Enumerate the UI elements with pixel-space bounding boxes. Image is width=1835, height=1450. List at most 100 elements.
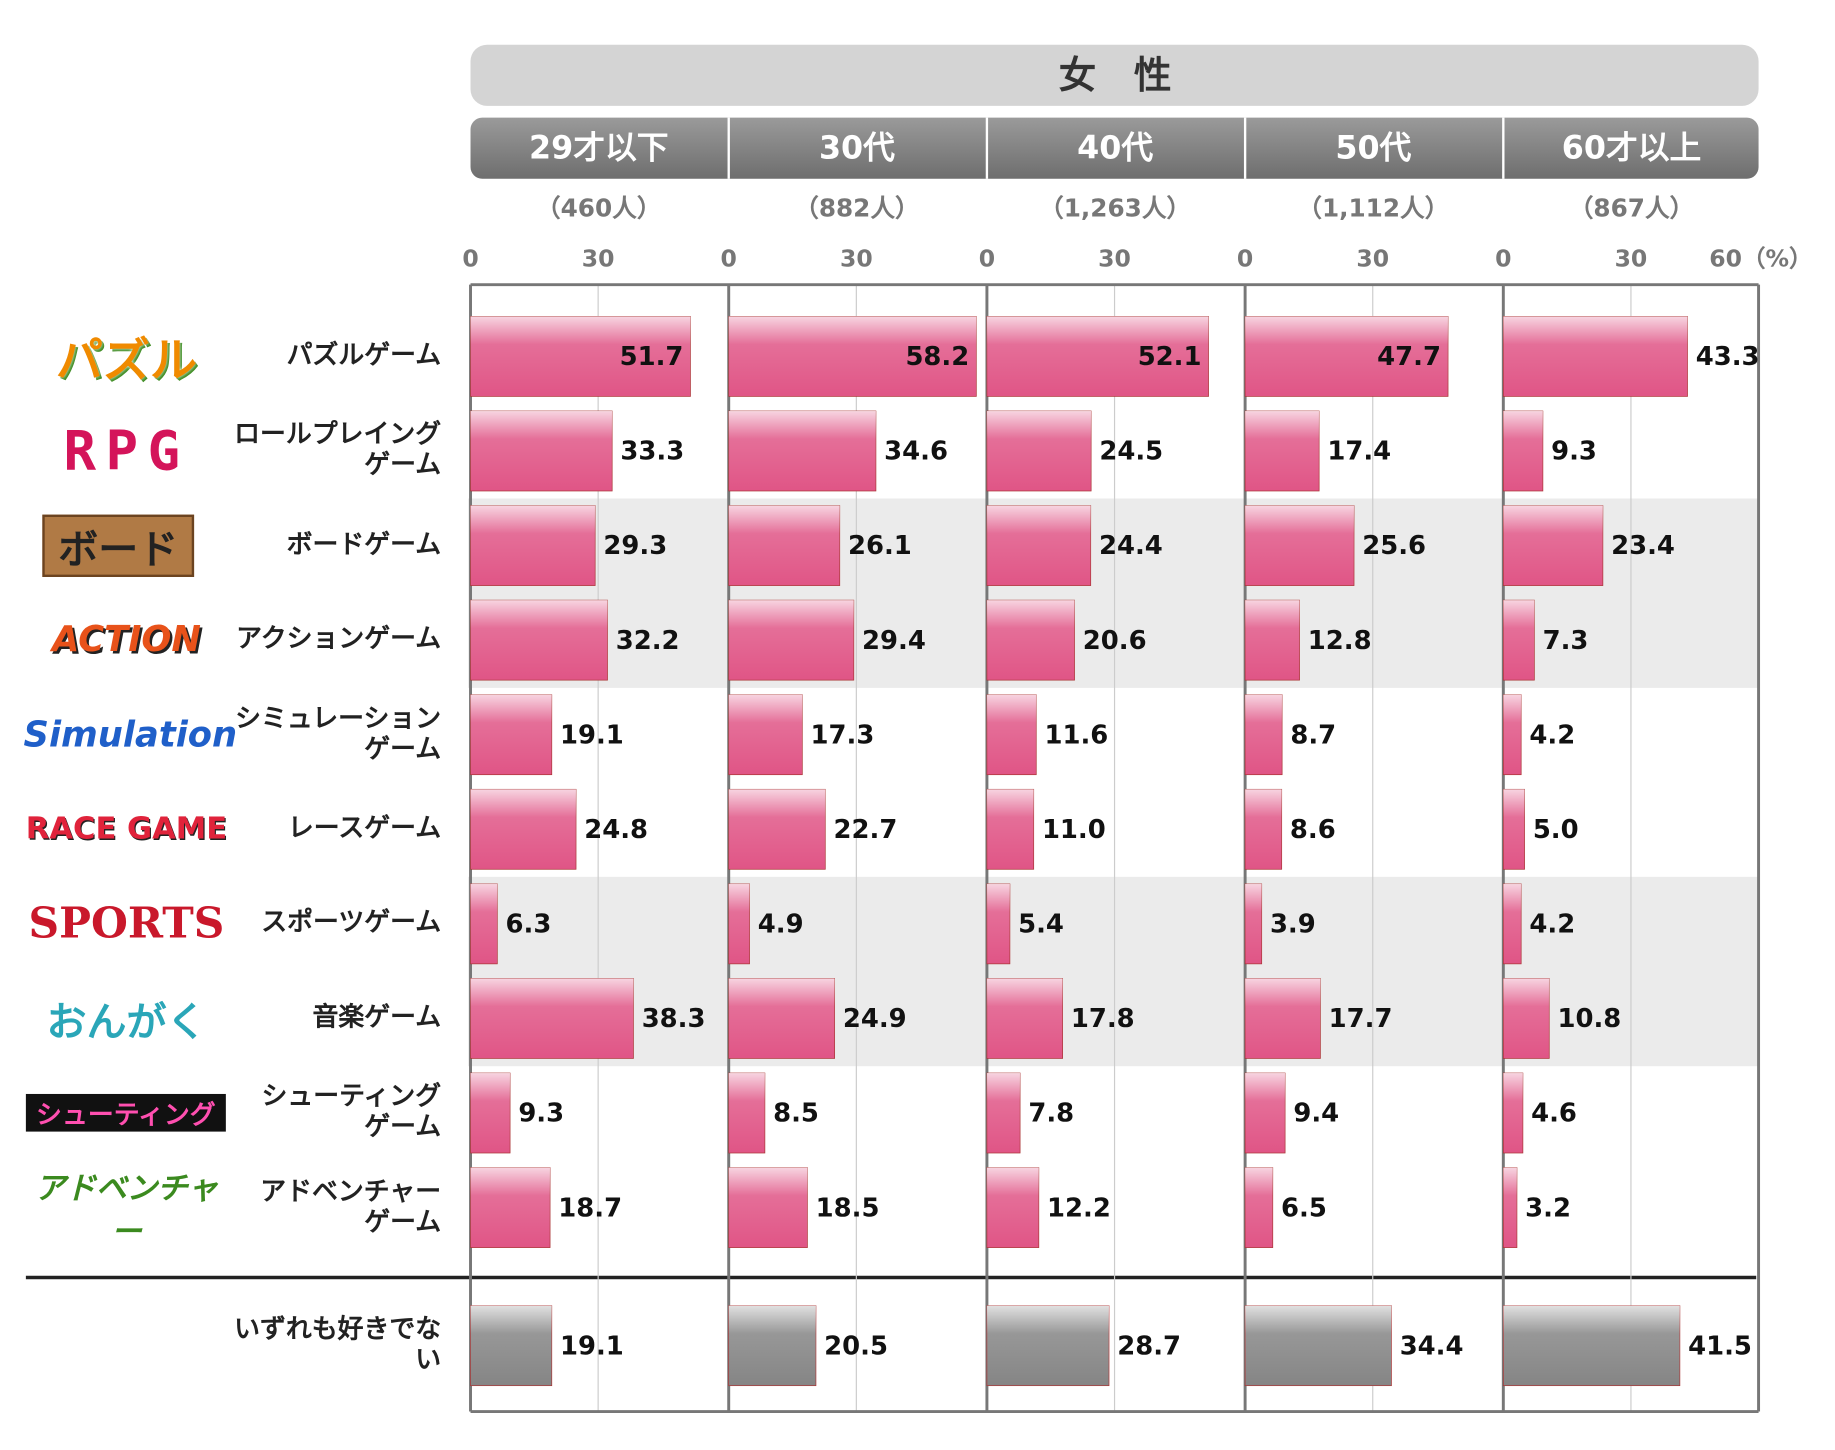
x-tick-label: 0 xyxy=(979,244,995,272)
x-tick-label: 0 xyxy=(1495,244,1511,272)
bar-shine xyxy=(1245,883,1262,964)
bar-shine xyxy=(470,316,691,397)
category-label: ロールプレイング ゲーム xyxy=(234,420,442,481)
bar-shine xyxy=(728,1305,816,1386)
x-tick-label: 0 xyxy=(462,244,478,272)
logo: RACE GAME xyxy=(25,811,228,847)
value-label: 5.4 xyxy=(1018,910,1064,940)
age-header: 60才以上 xyxy=(1562,130,1701,166)
value-label: 34.6 xyxy=(884,437,948,467)
value-label: 8.6 xyxy=(1290,815,1336,845)
value-label: 22.7 xyxy=(834,815,898,845)
value-label: 17.3 xyxy=(811,720,875,750)
value-label: 4.2 xyxy=(1529,720,1575,750)
logo: ACTION xyxy=(52,619,201,661)
value-label: 12.2 xyxy=(1047,1193,1111,1223)
value-label: 18.7 xyxy=(558,1193,622,1223)
x-tick-label: 30 xyxy=(582,244,615,272)
value-label: 7.3 xyxy=(1543,626,1589,656)
logo: SPORTS xyxy=(28,899,225,949)
bar-shine xyxy=(1503,600,1535,681)
category-label: スポーツゲーム xyxy=(261,908,442,938)
value-label: 5.0 xyxy=(1533,815,1579,845)
category-label: シミュレーション ゲーム xyxy=(235,704,442,765)
value-label: 32.2 xyxy=(616,626,680,656)
bar-shine xyxy=(470,600,608,681)
value-label: 18.5 xyxy=(816,1193,880,1223)
value-label: 25.6 xyxy=(1362,531,1426,561)
value-label: 26.1 xyxy=(848,531,912,561)
age-header: 30代 xyxy=(819,130,895,166)
bar-shine xyxy=(470,1073,511,1154)
logo: アドベンチャー xyxy=(34,1171,219,1250)
bar-shine xyxy=(1503,1073,1523,1154)
x-tick-label: 30 xyxy=(1356,244,1389,272)
bar-shine xyxy=(986,316,1209,397)
bar-shine xyxy=(1245,1073,1286,1154)
category-label: いずれも好きでない xyxy=(234,1315,442,1376)
category-label: アクションゲーム xyxy=(236,624,442,655)
bar-shine xyxy=(986,978,1063,1059)
header-bar xyxy=(470,44,1759,106)
bar-shine xyxy=(470,505,596,586)
value-label: 6.5 xyxy=(1281,1193,1327,1223)
bar-shine xyxy=(1503,883,1522,964)
subtitle: （1,112人） xyxy=(1297,193,1449,222)
value-label: 12.8 xyxy=(1308,626,1372,656)
bar-shine xyxy=(728,694,803,775)
value-label: 29.3 xyxy=(603,531,667,561)
value-label: 9.3 xyxy=(518,1099,564,1129)
value-label: 24.5 xyxy=(1099,437,1163,467)
x-tick-label: 30 xyxy=(1098,244,1131,272)
bar-shine xyxy=(1503,694,1522,775)
value-label: 24.8 xyxy=(584,815,648,845)
value-label: 7.8 xyxy=(1028,1099,1074,1129)
bar-shine xyxy=(1245,505,1355,586)
bar-shine xyxy=(728,316,977,397)
bar-shine xyxy=(986,410,1092,491)
logo: ボード xyxy=(42,514,195,577)
age-header: 29才以下 xyxy=(529,130,668,166)
row-band xyxy=(468,876,1759,1067)
bar-shine xyxy=(1245,694,1283,775)
logo: パズル xyxy=(55,334,198,389)
logo: シューティング xyxy=(25,1094,226,1132)
value-label: 23.4 xyxy=(1611,531,1675,561)
value-label: 11.6 xyxy=(1044,720,1108,750)
value-label: 20.5 xyxy=(824,1331,888,1361)
value-label: 4.9 xyxy=(758,910,804,940)
value-label: 29.4 xyxy=(862,626,926,656)
subtitle: （1,263人） xyxy=(1039,193,1191,222)
value-label: 3.9 xyxy=(1270,910,1316,940)
bar-shine xyxy=(470,694,552,775)
value-label: 10.8 xyxy=(1557,1004,1621,1034)
category-label: レースゲーム xyxy=(287,813,442,844)
logo: Simulation xyxy=(23,714,238,756)
bar-shine xyxy=(470,410,613,491)
bar-shine xyxy=(470,1167,551,1248)
value-label: 9.3 xyxy=(1551,437,1597,467)
bar-shine xyxy=(1503,410,1543,491)
header-title: 女 性 xyxy=(1059,53,1172,97)
category-label: アドベンチャー ゲーム xyxy=(260,1176,442,1237)
bar-shine xyxy=(1245,600,1300,681)
value-label: 8.5 xyxy=(773,1099,819,1129)
x-tick-label: 30 xyxy=(1615,244,1648,272)
bar-shine xyxy=(1503,1305,1680,1386)
bar-shine xyxy=(728,1073,765,1154)
bar-shine xyxy=(1503,789,1525,870)
value-label: 47.7 xyxy=(1377,342,1441,372)
bar-shine xyxy=(1245,1305,1392,1386)
value-label: 11.0 xyxy=(1042,815,1106,845)
bar-shine xyxy=(986,600,1075,681)
x-tick-label: 0 xyxy=(721,244,737,272)
bar-shine xyxy=(1245,978,1321,1059)
value-label: 4.2 xyxy=(1529,910,1575,940)
value-label: 24.9 xyxy=(843,1004,907,1034)
bar-shine xyxy=(728,410,876,491)
bar-shine xyxy=(728,600,854,681)
value-label: 17.7 xyxy=(1329,1004,1393,1034)
x-tick-label: 0 xyxy=(1237,244,1253,272)
